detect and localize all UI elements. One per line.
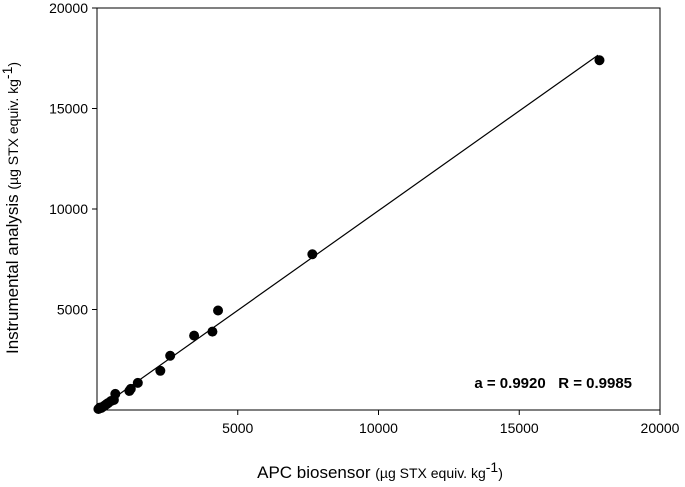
data-point xyxy=(110,388,121,399)
y-tick-label: 20000 xyxy=(49,0,88,16)
y-tick-label: 10000 xyxy=(49,201,88,217)
x-tick-label: 10000 xyxy=(359,420,398,436)
data-point xyxy=(207,326,218,337)
x-tick-label: 15000 xyxy=(500,420,539,436)
regression-annotation: a = 0.9920 R = 0.9985 xyxy=(474,375,632,392)
data-point xyxy=(189,330,200,341)
data-point xyxy=(132,377,143,388)
y-axis-unit-exponent: -1 xyxy=(0,66,15,79)
data-point xyxy=(155,365,166,376)
y-axis-unit-close: ) xyxy=(5,62,21,67)
data-point xyxy=(125,383,136,394)
x-axis-unit-close: ) xyxy=(498,465,503,481)
y-tick-label: 5000 xyxy=(57,302,88,318)
data-point xyxy=(165,350,176,361)
data-point xyxy=(307,249,318,260)
x-axis-title: APC biosensor (µg STX equiv. kg-1) xyxy=(257,459,503,482)
x-tick-label: 20000 xyxy=(641,420,680,436)
data-points xyxy=(93,55,605,414)
data-point xyxy=(213,305,224,316)
regression-line xyxy=(96,54,599,411)
y-axis-title: Instrumental analysis (µg STX equiv. kg-… xyxy=(0,62,22,354)
x-tick-label: 5000 xyxy=(222,420,253,436)
data-point xyxy=(594,55,605,66)
x-axis-unit: (µg STX equiv. kg xyxy=(375,465,486,481)
y-axis-ticks: 5000 10000 15000 20000 xyxy=(49,0,97,318)
y-tick-label: 15000 xyxy=(49,101,88,117)
x-axis-unit-exponent: -1 xyxy=(486,459,499,475)
x-axis-ticks: 5000 10000 15000 20000 xyxy=(222,410,680,436)
y-axis-unit: (µg STX equiv. kg xyxy=(5,79,21,190)
